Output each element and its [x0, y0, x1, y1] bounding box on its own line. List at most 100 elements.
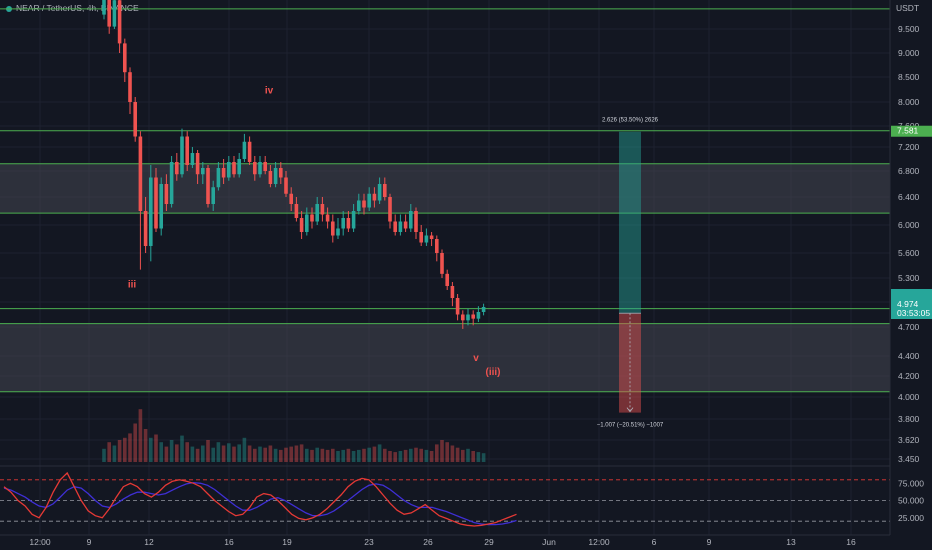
candle-body	[175, 162, 179, 175]
price-tick-label: 5.300	[898, 273, 920, 283]
candle-body	[253, 162, 257, 175]
candle-body	[476, 312, 481, 319]
candle-body	[128, 72, 132, 102]
time-tick-label: Jun	[542, 537, 556, 547]
stop-label: −1.007 (−20.51%) −1007	[597, 423, 664, 429]
candle-body	[237, 159, 241, 175]
candle-body	[227, 162, 231, 178]
volume-bar	[481, 453, 486, 462]
volume-bar	[393, 452, 397, 462]
candle-body	[419, 232, 423, 243]
candle-body	[206, 168, 210, 204]
volume-bar	[221, 445, 226, 462]
candle-body	[247, 141, 252, 162]
price-tick-label: 4.400	[898, 351, 920, 361]
candle-body	[466, 314, 470, 321]
volume-bar	[138, 409, 143, 462]
time-tick-label: 19	[282, 537, 292, 547]
volume-bar	[331, 448, 335, 462]
volume-bar	[455, 447, 460, 462]
volume-bar	[461, 449, 465, 462]
candle-body	[336, 228, 340, 236]
volume-bar	[201, 445, 205, 462]
volume-bar	[315, 447, 319, 462]
time-tick-label: 12:00	[588, 537, 610, 547]
price-tick-label: 3.800	[898, 414, 920, 424]
price-tick-label: 9.500	[898, 24, 920, 34]
volume-bar	[279, 449, 283, 462]
candle-body	[305, 214, 309, 232]
candle-body	[279, 168, 283, 178]
volume-bar	[476, 452, 481, 462]
volume-bar	[206, 440, 210, 462]
candle-body	[294, 204, 299, 218]
candle-body	[403, 221, 408, 229]
candle-body	[169, 162, 174, 204]
candle-body	[461, 314, 465, 321]
price-axis-background	[890, 0, 932, 550]
price-tick-label: 8.500	[898, 72, 920, 82]
volume-bar	[123, 437, 127, 462]
time-tick-label: 29	[484, 537, 494, 547]
candle-body	[471, 314, 475, 319]
candle-body	[310, 214, 314, 222]
elliott-wave-labels: iii iv v (iii)	[128, 86, 501, 379]
indicator-tick-label: 50.000	[898, 496, 924, 506]
candle-body	[450, 286, 455, 298]
countdown-text: 03:53:05	[897, 308, 930, 318]
long-position-tool[interactable]: 2.626 (53.50%) 2626 −1.007 (−20.51%) −100…	[597, 118, 664, 429]
volume-bar	[263, 447, 267, 462]
volume-bar	[310, 449, 314, 462]
last-price-badge	[891, 298, 932, 319]
volume-bar	[305, 448, 309, 462]
time-tick-label: 6	[652, 537, 657, 547]
candle-body	[388, 197, 392, 222]
stoch-d-line	[3, 481, 517, 526]
volume-bar	[164, 446, 169, 462]
wave-label: (iii)	[486, 367, 501, 378]
volume-bar	[227, 443, 231, 462]
price-tick-label: 4.700	[898, 322, 920, 332]
candle-body	[273, 168, 278, 184]
volume-bar	[268, 445, 273, 462]
volume-bar	[175, 444, 179, 462]
candle-body	[133, 102, 137, 137]
volume-bar	[247, 445, 252, 462]
wave-label: iii	[128, 280, 137, 291]
volume-bar	[466, 448, 470, 462]
time-tick-label: 23	[364, 537, 374, 547]
price-tick-label: 4.200	[898, 371, 920, 381]
candle-body	[164, 184, 169, 204]
candle-body	[393, 221, 397, 232]
time-axis[interactable]: 12:00 9 12 16 19 23 26 29 Jun 12:00 6 9 13 16	[0, 534, 932, 550]
volume-bar	[362, 448, 366, 462]
candle-body	[102, 0, 106, 15]
volume-bar	[242, 437, 247, 462]
price-axis[interactable]: USDT9.5009.0008.5008.0007.6007.2006.8006…	[889, 0, 932, 550]
support-resistance-zones	[0, 163, 890, 392]
candle-body	[190, 153, 195, 165]
candle-body	[455, 298, 460, 315]
candle-body	[159, 184, 163, 229]
currency-label: USDT	[896, 3, 919, 13]
candlesticks	[102, 0, 486, 329]
candle-body	[424, 235, 429, 243]
candle-body	[372, 193, 377, 201]
price-tick-label: 6.400	[898, 192, 920, 202]
candle-body	[221, 168, 226, 178]
volume-bar	[346, 448, 351, 462]
candle-body	[232, 162, 236, 175]
volume-bar	[284, 447, 288, 462]
price-tick-label: 9.000	[898, 48, 920, 58]
volume-bar	[128, 433, 132, 462]
volume-bar	[169, 440, 174, 462]
candle-body	[107, 0, 111, 27]
volume-bar	[325, 449, 330, 462]
volume-bar	[107, 442, 111, 462]
price-tick-label: 4.000	[898, 392, 920, 402]
candle-body	[414, 211, 418, 232]
candle-body	[331, 221, 335, 236]
candle-body	[367, 193, 371, 208]
price-tick-label: 6.000	[898, 220, 920, 230]
